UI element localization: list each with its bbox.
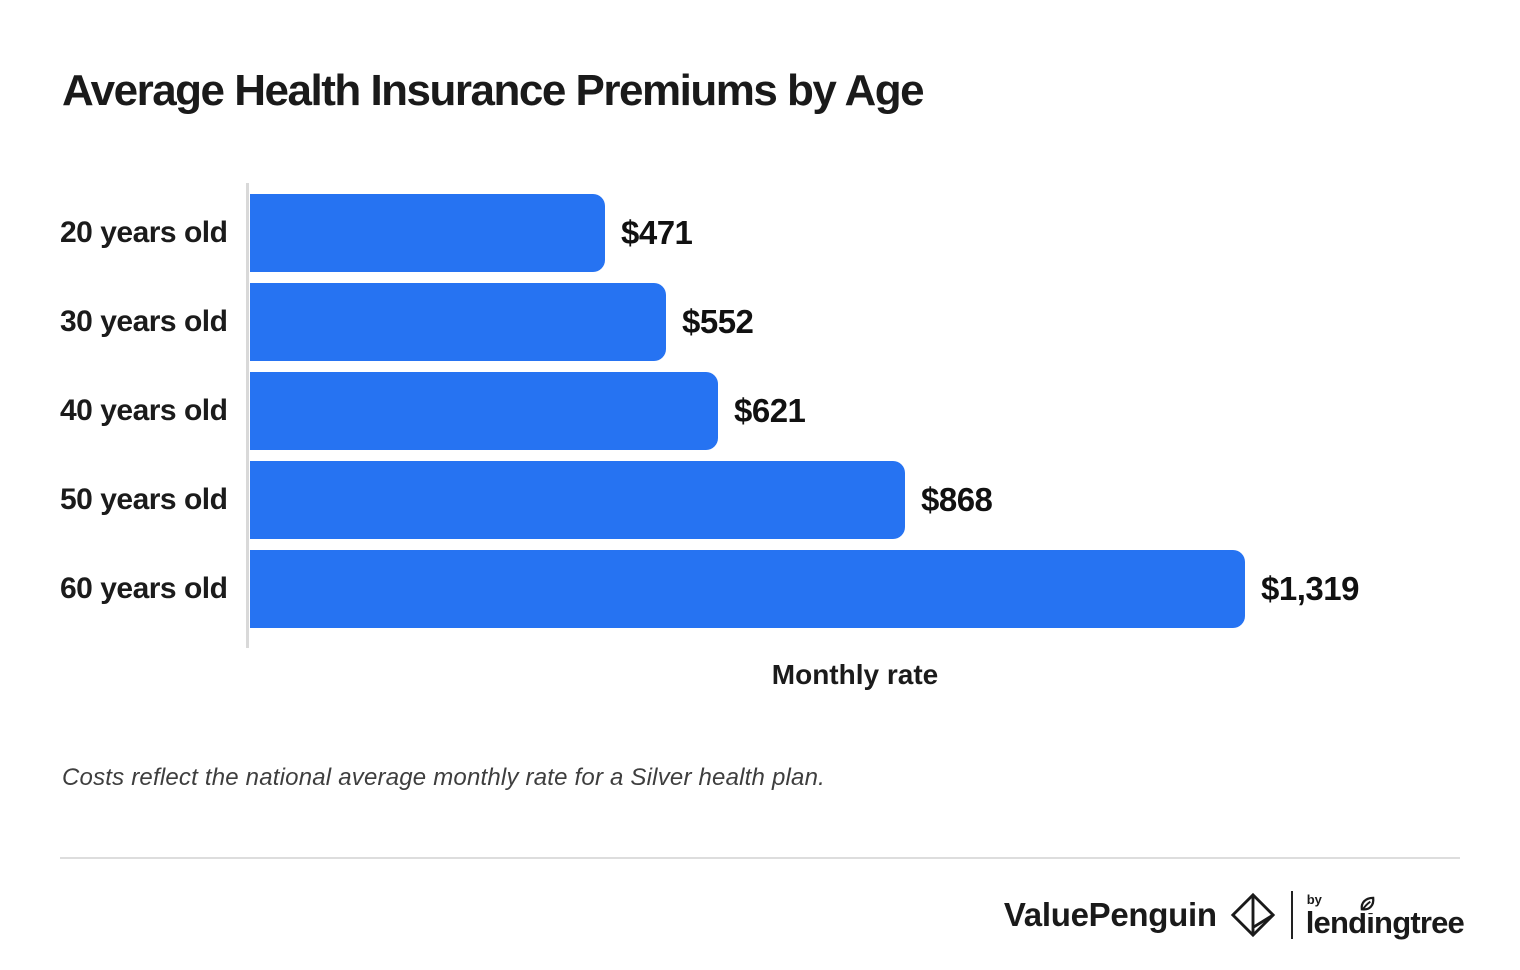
- value-label: $471: [621, 214, 693, 251]
- chart-row: 40 years old $621: [60, 372, 1460, 450]
- value-label: $868: [921, 481, 993, 518]
- bar: [250, 550, 1245, 628]
- category-label: 40 years old: [60, 394, 228, 427]
- chart-row: 60 years old $1,319: [60, 550, 1460, 628]
- category-label: 60 years old: [60, 572, 228, 605]
- chart-rows: 20 years old $471 30 years old $552 40 years…: [60, 194, 1460, 639]
- brand-divider: [1290, 891, 1293, 939]
- bar-chart: 20 years old $471 30 years old $552 40 years…: [60, 183, 1460, 690]
- lendingtree-logo: by lendingtree: [1305, 891, 1465, 940]
- value-label: $1,319: [1261, 570, 1359, 607]
- valuepenguin-wordmark: ValuePenguin: [1003, 896, 1217, 933]
- valuepenguin-logo-icon: [1230, 892, 1275, 938]
- by-label: by: [1306, 891, 1322, 907]
- leaf-icon: [1358, 895, 1376, 913]
- chart-title: Average Health Insurance Premiums by Age: [62, 66, 925, 115]
- footnote: Costs reflect the national average month…: [62, 764, 826, 791]
- value-label: $621: [734, 392, 806, 429]
- category-label: 30 years old: [60, 305, 228, 338]
- y-axis-line: [246, 183, 249, 648]
- bar: [250, 194, 605, 272]
- category-label: 50 years old: [60, 483, 228, 516]
- chart-row: 50 years old $868: [60, 461, 1460, 539]
- brand-footer: ValuePenguin by lendingtree: [1003, 891, 1465, 940]
- bar: [250, 372, 718, 450]
- chart-row: 20 years old $471: [60, 194, 1460, 272]
- bar: [250, 461, 905, 539]
- lendingtree-wordmark: lendingtree: [1305, 904, 1465, 940]
- footer-divider: [60, 857, 1460, 859]
- chart-row: 30 years old $552: [60, 283, 1460, 361]
- category-label: 20 years old: [60, 216, 228, 249]
- value-label: $552: [682, 303, 754, 340]
- x-axis-label: Monthly rate: [771, 659, 939, 690]
- bar: [250, 283, 666, 361]
